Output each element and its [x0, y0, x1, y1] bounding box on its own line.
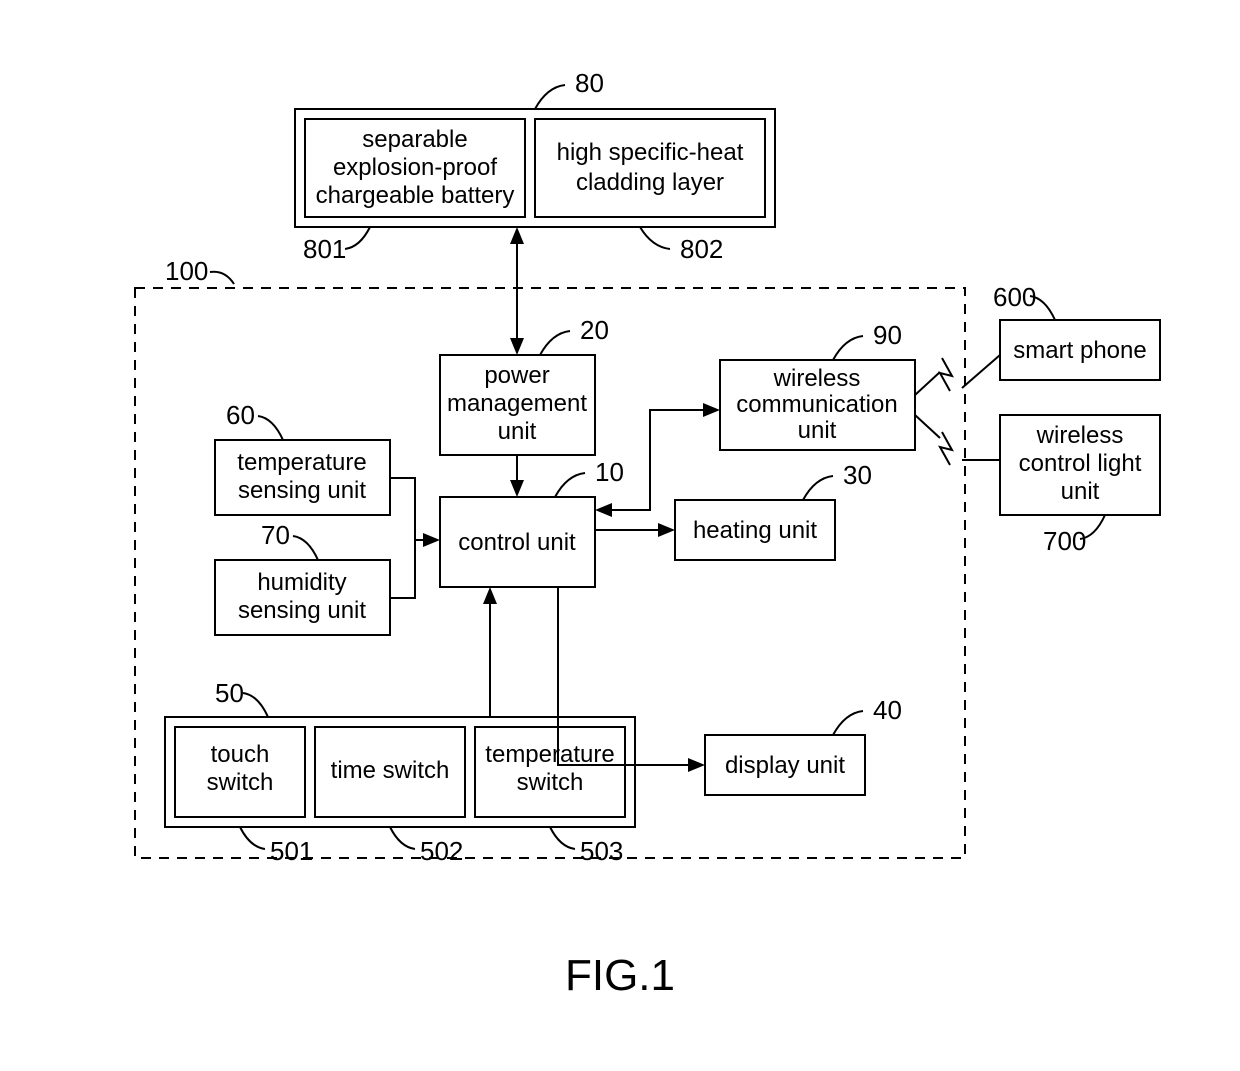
arrowhead-right-icon — [423, 533, 440, 547]
lead-20 — [540, 331, 570, 355]
node-70: humidity sensing unit 70 — [215, 520, 390, 635]
ref-label-700: 700 — [1043, 526, 1086, 556]
arrowhead-right-icon — [658, 523, 675, 537]
node-60-line1: temperature — [237, 449, 366, 476]
arrowhead-up-icon — [483, 587, 497, 604]
arrowhead-down-icon — [510, 338, 524, 355]
node-20: power management unit 20 — [440, 315, 609, 455]
lead-502 — [390, 827, 415, 849]
node-802-line2: cladding layer — [576, 169, 724, 196]
node-503-line1: temperature — [485, 741, 614, 768]
node-501-line1: touch — [211, 741, 270, 768]
ref-label-40: 40 — [873, 695, 902, 725]
wireless-link-700 — [915, 415, 1000, 465]
ref-label-600: 600 — [993, 282, 1036, 312]
lead-10 — [555, 473, 585, 497]
node-501-line2: switch — [207, 769, 274, 796]
conn-60-70-bus — [390, 478, 415, 598]
node-30: heating unit 30 — [675, 460, 872, 560]
node-801-line3: chargeable battery — [316, 182, 515, 209]
ref-label-501: 501 — [270, 836, 313, 866]
node-700: wireless control light unit 700 — [1000, 415, 1160, 556]
node-20-line3: unit — [498, 418, 537, 445]
node-600: smart phone 600 — [993, 282, 1160, 380]
node-60-line2: sensing unit — [238, 477, 366, 504]
arrowhead-left-icon — [595, 503, 612, 517]
lead-503 — [550, 827, 575, 849]
node-20-line2: management — [447, 390, 587, 417]
wireless-link-600 — [915, 355, 1000, 395]
lead-90 — [833, 336, 863, 360]
lead-50 — [243, 693, 268, 717]
node-801-line2: explosion-proof — [333, 154, 497, 181]
node-40: display unit 40 — [705, 695, 902, 795]
figure-label: FIG.1 — [565, 951, 675, 1000]
node-90-line1: wireless — [773, 365, 861, 392]
lead-801 — [345, 227, 370, 249]
arrowhead-right-icon — [688, 758, 705, 772]
ref-label-30: 30 — [843, 460, 872, 490]
ref-label-10: 10 — [595, 457, 624, 487]
arrowhead-down-icon — [510, 480, 524, 497]
ref-label-20: 20 — [580, 315, 609, 345]
node-503-line2: switch — [517, 769, 584, 796]
node-802 — [535, 119, 765, 217]
node-70-line2: sensing unit — [238, 597, 366, 624]
lead-501 — [240, 827, 265, 849]
lead-60 — [258, 416, 283, 440]
ref-label-80: 80 — [575, 68, 604, 98]
lightning-icon — [940, 432, 952, 465]
ref-label-100: 100 — [165, 256, 208, 286]
lead-70 — [293, 536, 318, 560]
container-80: 80 separable explosion-proof chargeable … — [295, 68, 775, 264]
container-50: 50 touch switch 501 time switch 502 temp… — [165, 678, 635, 866]
node-60: temperature sensing unit 60 — [215, 400, 390, 515]
ref-label-502: 502 — [420, 836, 463, 866]
node-801-line1: separable — [362, 126, 467, 153]
node-700-line2: control light — [1019, 450, 1142, 477]
node-30-line1: heating unit — [693, 517, 817, 544]
lead-80 — [535, 85, 565, 109]
arrowhead-right-icon — [703, 403, 720, 417]
node-802-line1: high specific-heat — [557, 139, 744, 166]
node-40-line1: display unit — [725, 752, 845, 779]
node-10-line1: control unit — [458, 529, 576, 556]
node-20-line1: power — [484, 362, 549, 389]
ref-label-70: 70 — [261, 520, 290, 550]
lead-100 — [210, 272, 234, 284]
node-700-line1: wireless — [1036, 422, 1124, 449]
arrowhead-up-icon — [510, 227, 524, 244]
ref-label-801: 801 — [303, 234, 346, 264]
node-600-line1: smart phone — [1013, 337, 1146, 364]
lightning-icon — [940, 358, 952, 391]
ref-label-50: 50 — [215, 678, 244, 708]
lead-802 — [640, 227, 670, 249]
lead-30 — [803, 476, 833, 500]
ref-label-503: 503 — [580, 836, 623, 866]
node-90-line2: communication — [736, 391, 897, 418]
node-10: control unit 10 — [440, 457, 624, 587]
node-90: wireless communication unit 90 — [720, 320, 915, 450]
node-502-line1: time switch — [331, 757, 450, 784]
block-diagram: 100 80 separable explosion-proof chargea… — [0, 0, 1240, 1071]
ref-label-90: 90 — [873, 320, 902, 350]
lead-40 — [833, 711, 863, 735]
node-90-line3: unit — [798, 417, 837, 444]
ref-label-60: 60 — [226, 400, 255, 430]
ref-label-802: 802 — [680, 234, 723, 264]
node-70-line1: humidity — [257, 569, 346, 596]
node-700-line3: unit — [1061, 478, 1100, 505]
